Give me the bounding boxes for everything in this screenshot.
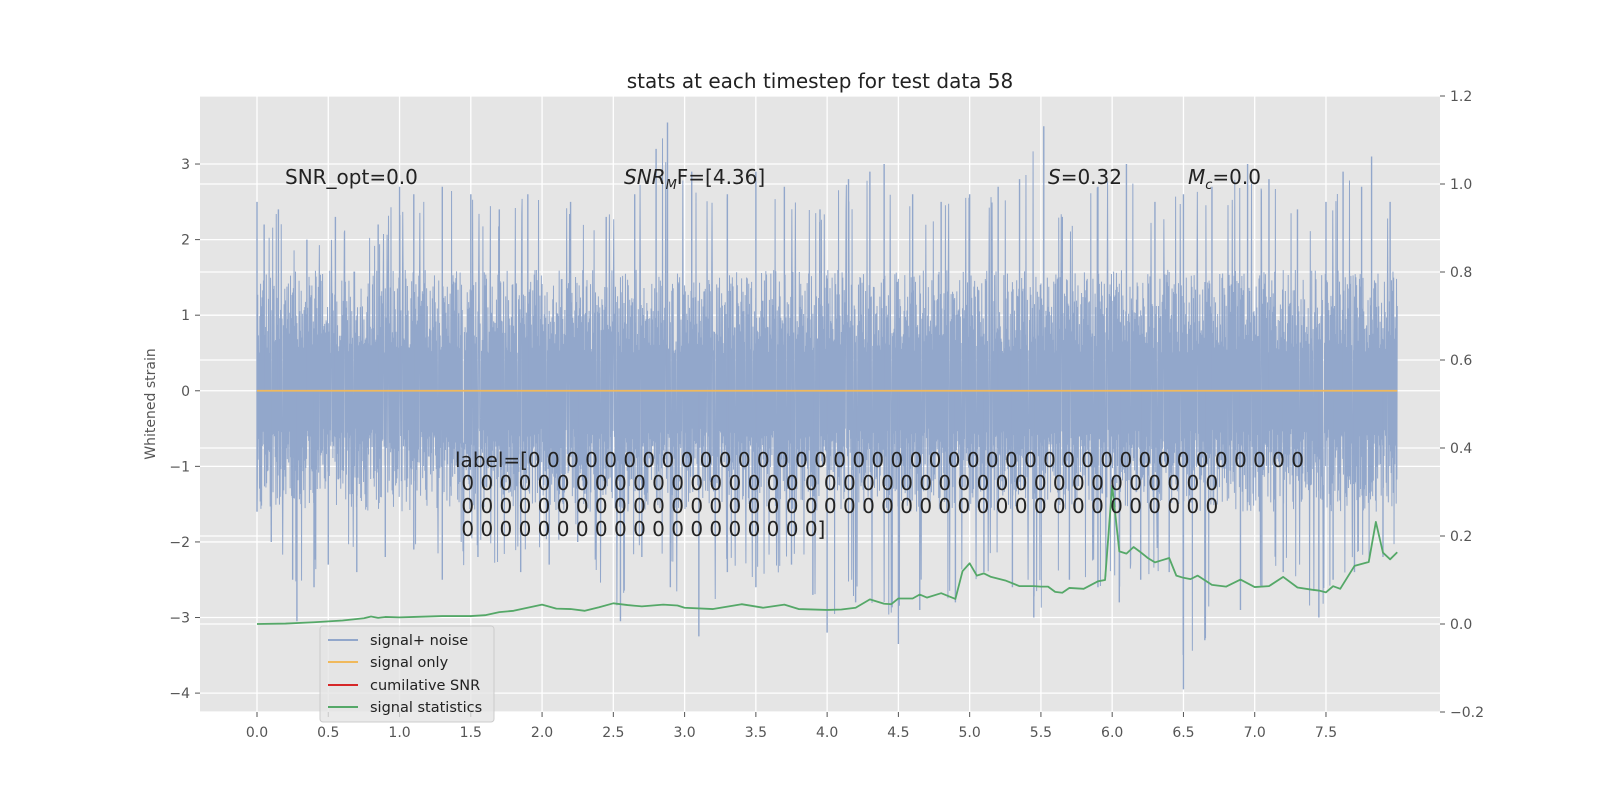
y-axis-label: Whitened strain <box>143 348 159 459</box>
legend-item-signal-noise: signal+ noise <box>328 633 468 649</box>
y2-tick-label: 1.2 <box>1450 89 1472 105</box>
mc-sub: c <box>1205 178 1212 193</box>
x-tick-label: 2.0 <box>531 725 553 741</box>
annotation-label-line-2: 0 0 0 0 0 0 0 0 0 0 0 0 0 0 0 0 0 0 0 0 … <box>455 471 1218 495</box>
x-tick-label: 0.5 <box>317 725 339 741</box>
x-tick-label: 3.5 <box>745 725 767 741</box>
series-signal-statistics-line <box>256 484 1398 625</box>
x-tick-label: 1.5 <box>460 725 482 741</box>
x-tick-label: 0.0 <box>246 725 268 741</box>
y2-tick-label: 0.2 <box>1450 529 1472 545</box>
x-tick-label: 1.0 <box>388 725 410 741</box>
x-tick-label: 6.0 <box>1101 725 1123 741</box>
chart-title: stats at each timestep for test data 58 <box>627 69 1013 93</box>
series-signal-noise-line <box>256 138 1398 655</box>
y-tick-label: 0 <box>181 384 190 400</box>
legend-label-signal-noise: signal+ noise <box>370 633 468 649</box>
annotation-label-line-4: 0 0 0 0 0 0 0 0 0 0 0 0 0 0 0 0 0 0 0] <box>455 517 825 541</box>
y-tick-label: 2 <box>181 233 190 249</box>
annotations: SNR_opt=0.0 SNRMF=[4.36] S=0.32 Mc=0.0 l… <box>285 165 1304 541</box>
legend-label-signal-only: signal only <box>370 655 449 671</box>
x-tick-label: 7.0 <box>1244 725 1266 741</box>
y2-tick-label: 0.8 <box>1450 265 1472 281</box>
legend-item-signal-statistics: signal statistics <box>328 700 482 716</box>
axes-layer: 0.0 0.5 1.0 1.5 2.0 2.5 3.0 3.5 4.0 4.5 5.0 5.5 6.0 6… <box>169 89 1484 741</box>
y2-tick-label: 0.6 <box>1450 353 1472 369</box>
legend: signal+ noise signal only cumilative SNR… <box>319 625 495 723</box>
legend-label-cumulative-snr: cumilative SNR <box>370 678 480 694</box>
y-tick-label: −2 <box>169 535 190 551</box>
x-tick-label: 5.0 <box>959 725 981 741</box>
y-tick-label: −1 <box>169 459 190 475</box>
y2-tick-label: 0.4 <box>1450 441 1472 457</box>
x-tick-label: 7.5 <box>1315 725 1337 741</box>
annotation-label-line-1: label=[0 0 0 0 0 0 0 0 0 0 0 0 0 0 0 0 0… <box>455 448 1304 472</box>
y-tick-label: −4 <box>169 686 190 702</box>
y2-tick-label: −0.2 <box>1450 705 1484 721</box>
y-tick-label: 3 <box>181 157 190 173</box>
x-tick-label: 4.0 <box>816 725 838 741</box>
y-tick-label: 1 <box>181 308 190 324</box>
x-tick-label: 4.5 <box>887 725 909 741</box>
x-tick-label: 2.5 <box>602 725 624 741</box>
x-tick-label: 3.0 <box>673 725 695 741</box>
s-rest: =0.32 <box>1061 165 1122 189</box>
snr-mf-sub: M <box>666 178 677 193</box>
signal-noise-layer <box>256 122 1398 690</box>
snr-mf-rest: F=[4.36] <box>677 165 765 189</box>
y2-tick-label: 0.0 <box>1450 617 1472 633</box>
s-var: S <box>1048 165 1061 189</box>
legend-item-cumulative-snr: cumilative SNR <box>328 678 480 694</box>
series-layer <box>256 389 1398 625</box>
snr-mf-main: SNR <box>624 165 666 189</box>
annotation-label-line-3: 0 0 0 0 0 0 0 0 0 0 0 0 0 0 0 0 0 0 0 0 … <box>455 494 1218 518</box>
annotation-snr-opt: SNR_opt=0.0 <box>285 165 418 189</box>
legend-item-signal-only: signal only <box>328 655 449 671</box>
annotation-mc: Mc=0.0 <box>1188 165 1261 193</box>
x-tick-label: 6.5 <box>1172 725 1194 741</box>
annotation-snr-mf: SNRMF=[4.36] <box>624 165 765 193</box>
x-tick-label: 5.5 <box>1030 725 1052 741</box>
y-tick-label: −3 <box>169 611 190 627</box>
legend-box <box>319 625 495 723</box>
annotation-s: S=0.32 <box>1048 165 1122 189</box>
legend-label-signal-statistics: signal statistics <box>370 700 482 716</box>
mc-main: M <box>1188 165 1205 189</box>
y2-tick-label: 1.0 <box>1450 177 1472 193</box>
mc-rest: =0.0 <box>1212 165 1261 189</box>
